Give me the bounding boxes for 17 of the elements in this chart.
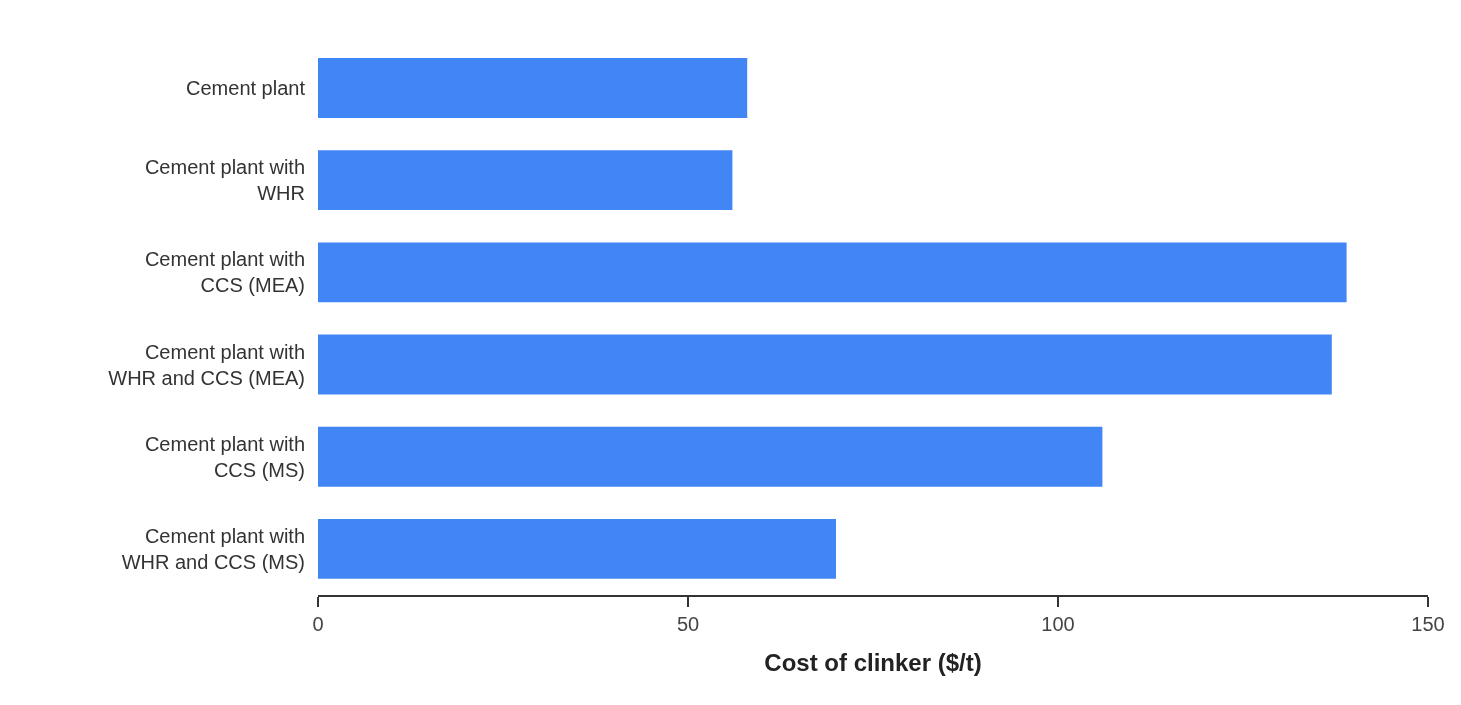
bar: [318, 242, 1347, 303]
y-tick-label: Cement plant: [186, 76, 306, 99]
y-tick-label: Cement plant with CCS (MS): [144, 432, 305, 481]
x-axis-title: Cost of clinker ($/t): [764, 648, 982, 676]
x-tick-label: 100: [1041, 612, 1075, 635]
y-tick-label: Cement plant with WHR and CCS (MEA): [108, 340, 305, 389]
bar: [318, 58, 748, 118]
bar: [318, 150, 733, 211]
y-tick-label: Cement plant with WHR and CCS (MS): [121, 524, 305, 573]
x-tick-label: 50: [676, 612, 700, 635]
x-tick-label: 150: [1411, 612, 1445, 635]
bar: [318, 518, 836, 579]
bar: [318, 426, 1103, 487]
bar: [318, 334, 1332, 395]
x-tick-label: 0: [312, 612, 324, 635]
y-tick-label: Cement plant with WHR: [144, 156, 305, 205]
y-tick-label: Cement plant with CCS (MEA): [144, 248, 305, 297]
